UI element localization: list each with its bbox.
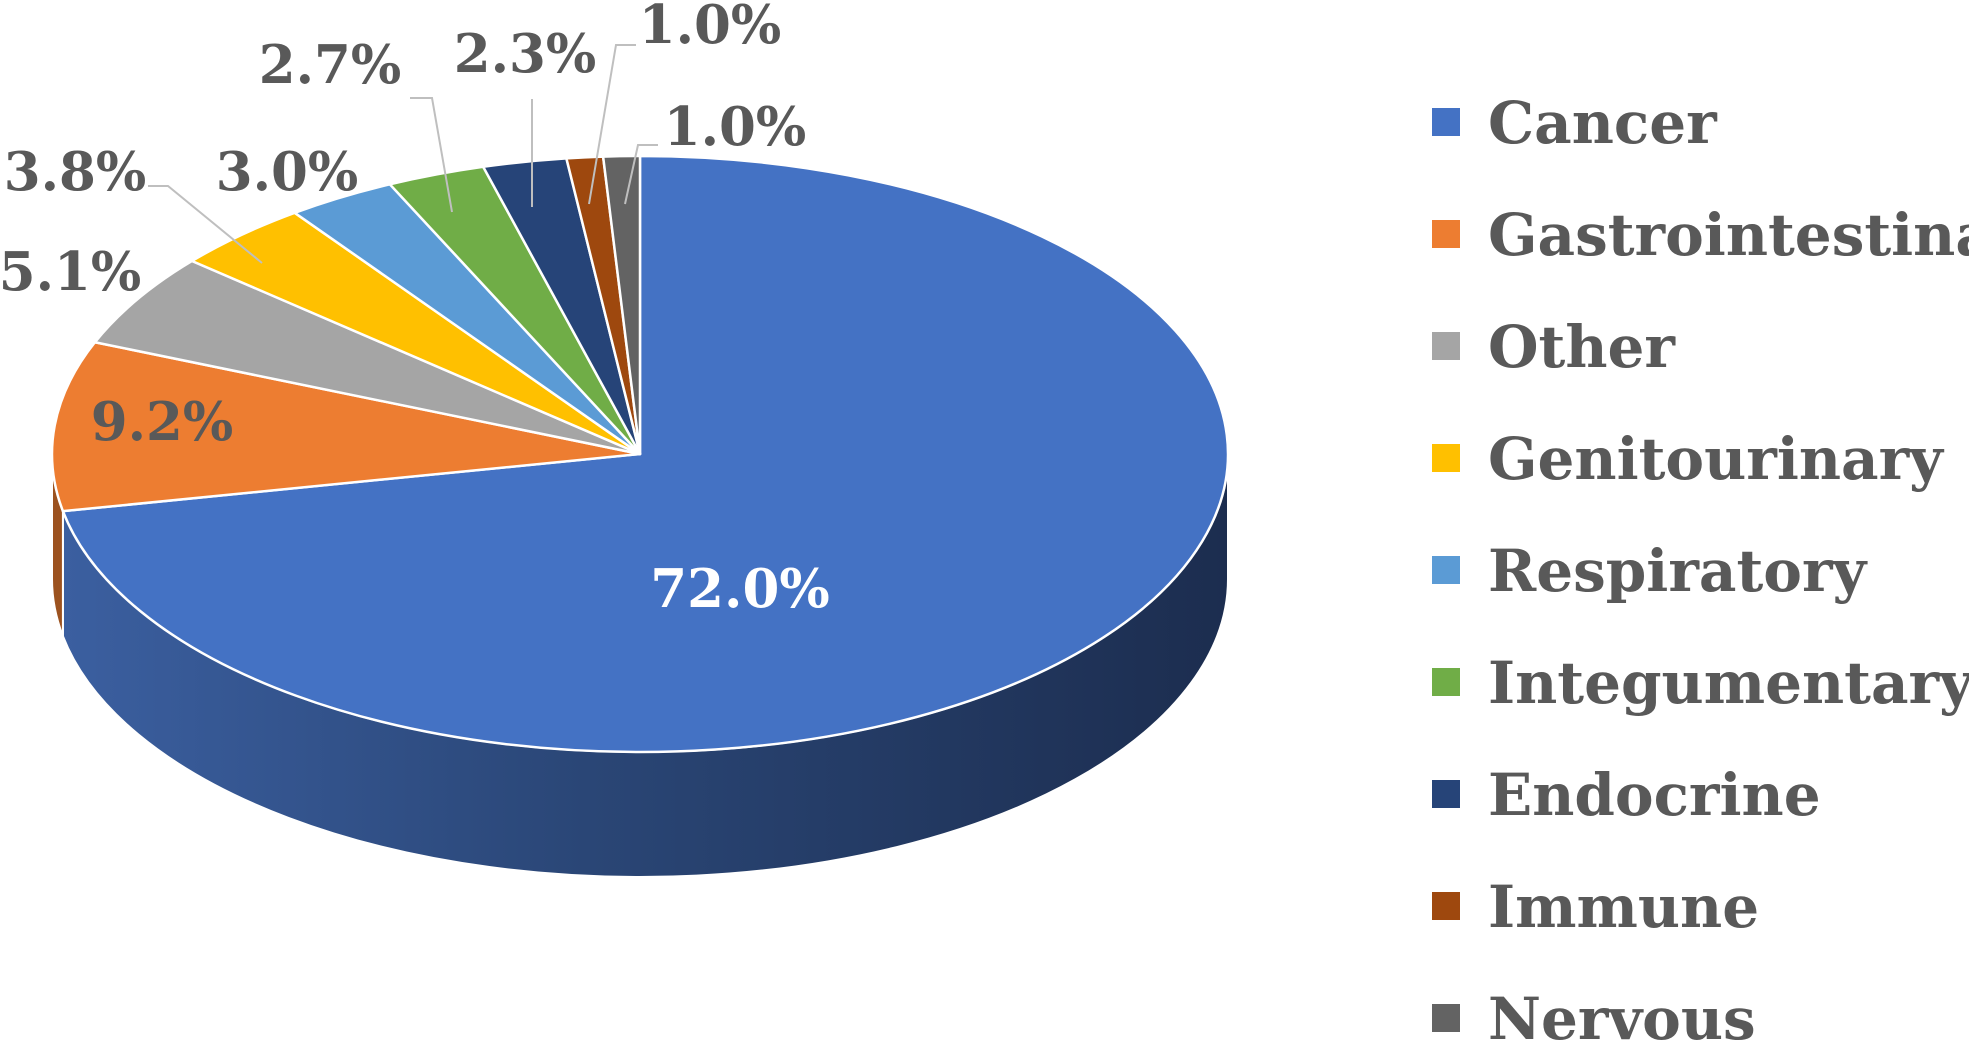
legend-swatch [1432,108,1460,136]
legend-swatch [1432,556,1460,584]
data-label-cancer: 72.0% [650,558,829,620]
legend-item-endocrine: Endocrine [1432,761,1821,829]
pie-slices [50,154,1230,754]
leader-line-genitourinary [148,185,263,264]
legend-swatch [1432,892,1460,920]
legend-swatch [1432,332,1460,360]
legend-item-genitourinary: Genitourinary [1432,425,1945,493]
legend-swatch [1432,668,1460,696]
legend-swatch [1432,444,1460,472]
leader-line-integumentary [410,97,453,213]
legend-item-respiratory: Respiratory [1432,537,1869,605]
data-label-endocrine: 2.3% [454,23,597,85]
legend: Cancer Gastrointestinal Other Genitourinary… [1432,89,1969,1041]
data-label-gastrointestinal: 9.2% [91,391,234,453]
legend-item-gastrointestinal: Gastrointestinal [1432,201,1969,269]
data-label-genitourinary: 3.8% [4,141,147,203]
legend-label: Endocrine [1488,761,1821,829]
legend-label: Genitourinary [1488,425,1945,493]
data-label-nervous: 1.0% [664,96,807,158]
legend-item-immune: Immune [1432,873,1759,941]
leader-line-nervous [624,144,658,205]
legend-label: Respiratory [1488,537,1869,605]
slice-gastrointestinal [50,340,642,513]
legend-label: Immune [1488,873,1759,941]
legend-item-integumentary: Integumentary [1432,649,1969,717]
legend-item-nervous: Nervous [1432,985,1756,1041]
data-label-immune: 1.0% [639,0,782,56]
data-label-respiratory: 3.0% [216,141,359,203]
legend-item-other: Other [1432,313,1676,381]
legend-swatch [1432,780,1460,808]
slice-cancer [61,154,1230,754]
legend-label: Cancer [1488,89,1718,157]
data-label-other: 5.1% [0,241,141,303]
legend-item-cancer: Cancer [1432,89,1718,157]
legend-label: Integumentary [1488,649,1969,717]
legend-swatch [1432,220,1460,248]
legend-label: Gastrointestinal [1488,201,1969,269]
legend-label: Other [1488,313,1676,381]
leader-lines [148,44,658,264]
slice-nervous [601,154,642,456]
leader-line-immune [588,44,636,205]
slice-other [93,259,642,456]
data-labels: 72.0% 9.2% 5.1% 3.8% 3.0% 2.7% 2.3% 1.0% 1.0% [0,0,830,620]
legend-swatch [1432,1004,1460,1032]
data-label-integumentary: 2.7% [259,34,402,96]
legend-label: Nervous [1488,985,1756,1041]
